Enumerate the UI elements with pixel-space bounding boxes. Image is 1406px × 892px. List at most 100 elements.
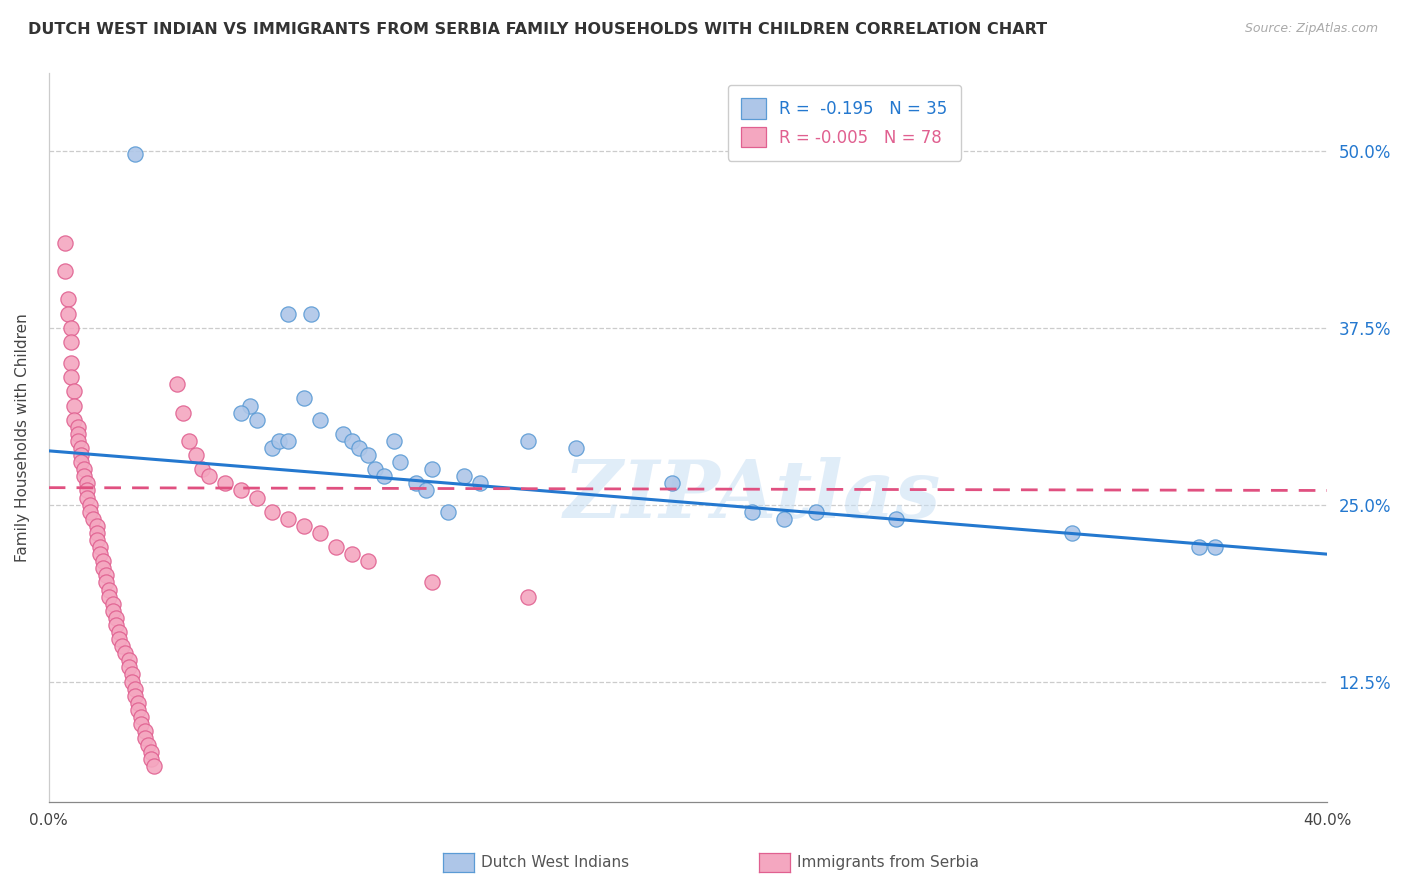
Point (63, 384, 86, 399)
Point (294, 392, 316, 406)
Point (1204, 540, 1226, 554)
Point (357, 448, 380, 462)
Point (91, 561, 114, 575)
Point (127, 703, 149, 717)
Point (118, 653, 141, 667)
Point (364, 462, 387, 476)
Point (197, 469, 219, 483)
Point (111, 639, 134, 653)
Point (517, 590, 540, 604)
Point (56, 293, 79, 307)
Point (262, 441, 284, 455)
Point (76, 476, 98, 491)
Point (121, 674, 143, 689)
Point (79, 498, 101, 512)
Point (86, 519, 108, 533)
Point (453, 469, 475, 483)
Point (118, 660, 141, 674)
Point (420, 462, 443, 476)
Point (73, 469, 96, 483)
Point (741, 505, 763, 519)
Point (229, 483, 252, 498)
Point (342, 547, 364, 561)
Point (191, 462, 214, 476)
Point (565, 441, 588, 455)
Point (143, 759, 166, 773)
Point (309, 413, 332, 427)
Point (124, 146, 146, 161)
Point (76, 491, 98, 505)
Point (245, 491, 267, 505)
Point (415, 483, 437, 498)
Point (229, 406, 252, 420)
Point (89, 540, 111, 554)
Point (86, 525, 108, 540)
Point (214, 476, 236, 491)
Point (60, 356, 83, 370)
Point (325, 540, 347, 554)
Point (66, 434, 89, 448)
Point (517, 434, 540, 448)
Point (661, 476, 683, 491)
Point (66, 419, 89, 434)
Text: Dutch West Indians: Dutch West Indians (481, 855, 628, 870)
Point (267, 434, 290, 448)
Point (121, 667, 143, 681)
Point (56, 307, 79, 321)
Point (884, 512, 907, 526)
Point (1188, 540, 1211, 554)
Point (63, 413, 86, 427)
Point (104, 618, 127, 632)
Point (124, 689, 146, 703)
Point (131, 717, 153, 731)
Point (124, 681, 146, 696)
Point (60, 370, 83, 384)
Point (277, 512, 299, 526)
Point (309, 525, 332, 540)
Point (239, 399, 262, 413)
Point (104, 611, 127, 625)
Point (101, 597, 124, 611)
Point (69, 441, 91, 455)
Point (101, 604, 124, 618)
Point (299, 307, 322, 321)
Point (277, 434, 299, 448)
Point (96, 568, 118, 582)
Point (79, 505, 101, 519)
Point (60, 320, 83, 334)
Y-axis label: Family Households with Children: Family Households with Children (15, 313, 30, 562)
Point (347, 441, 370, 455)
Point (294, 519, 316, 533)
Point (131, 710, 153, 724)
Point (245, 413, 267, 427)
Point (73, 462, 96, 476)
Text: ZIPAtlas: ZIPAtlas (564, 457, 941, 534)
Text: Immigrants from Serbia: Immigrants from Serbia (797, 855, 979, 870)
Point (184, 448, 207, 462)
Point (86, 533, 108, 547)
Point (357, 554, 380, 568)
Point (63, 399, 86, 413)
Point (172, 406, 194, 420)
Point (69, 455, 91, 469)
Point (470, 476, 492, 491)
Point (89, 547, 111, 561)
Point (166, 377, 188, 392)
Point (262, 505, 284, 519)
Point (66, 426, 89, 441)
Point (76, 483, 98, 498)
Point (389, 455, 412, 469)
Point (53, 264, 76, 278)
Point (332, 426, 354, 441)
Point (53, 235, 76, 250)
Point (1060, 525, 1083, 540)
Point (108, 632, 131, 646)
Point (420, 575, 443, 590)
Point (82, 512, 104, 526)
Text: DUTCH WEST INDIAN VS IMMIGRANTS FROM SERBIA FAMILY HOUSEHOLDS WITH CHILDREN CORR: DUTCH WEST INDIAN VS IMMIGRANTS FROM SER… (28, 22, 1047, 37)
Point (437, 505, 460, 519)
Point (69, 448, 91, 462)
Point (60, 334, 83, 349)
Point (98, 590, 121, 604)
Point (179, 434, 201, 448)
